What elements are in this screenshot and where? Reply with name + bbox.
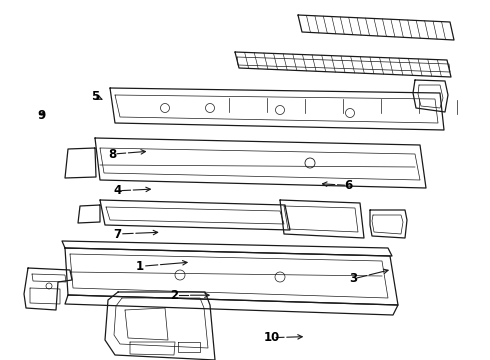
Text: 2: 2	[170, 289, 178, 302]
Text: 8: 8	[109, 148, 117, 161]
Polygon shape	[24, 268, 72, 310]
Polygon shape	[370, 210, 407, 238]
Text: 6: 6	[344, 179, 352, 192]
Text: 4: 4	[114, 184, 122, 197]
Text: 9: 9	[38, 109, 46, 122]
Polygon shape	[105, 292, 215, 360]
Polygon shape	[413, 80, 448, 112]
Polygon shape	[235, 52, 451, 77]
Polygon shape	[280, 200, 364, 238]
Polygon shape	[100, 200, 290, 230]
Text: 1: 1	[136, 260, 144, 273]
Polygon shape	[65, 248, 398, 305]
Text: 10: 10	[264, 331, 280, 344]
Polygon shape	[95, 138, 426, 188]
Text: 7: 7	[114, 228, 122, 240]
Text: 3: 3	[349, 273, 357, 285]
Polygon shape	[110, 88, 444, 130]
Text: 5: 5	[92, 90, 99, 103]
Polygon shape	[298, 15, 454, 40]
